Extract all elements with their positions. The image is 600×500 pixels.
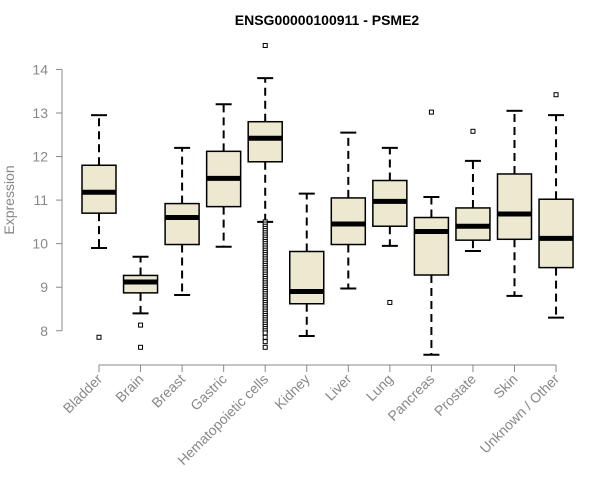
box-group	[413, 109, 450, 356]
x-tick-label: Skin	[490, 371, 521, 402]
box-group	[122, 255, 159, 350]
outlier-point	[138, 344, 144, 350]
box-iqr	[413, 216, 450, 276]
box-iqr	[496, 173, 533, 241]
outlier-point	[96, 334, 102, 340]
box-group	[205, 103, 242, 248]
x-tick-label: Bladder	[60, 371, 106, 417]
box-group	[247, 42, 283, 350]
box-group	[330, 131, 367, 290]
box-group	[496, 109, 533, 297]
box-group	[81, 114, 117, 340]
outlier-point	[262, 42, 268, 48]
outlier-point	[138, 322, 144, 328]
outlier-point	[262, 334, 268, 340]
box-group	[372, 146, 408, 305]
x-tick-label: Prostate	[431, 371, 479, 419]
box-iqr	[164, 202, 200, 246]
box-group	[289, 192, 325, 337]
outlier-point	[262, 330, 268, 336]
box-iqr	[538, 198, 574, 269]
outlier-point	[553, 92, 559, 98]
y-tick-label: 13	[32, 105, 48, 121]
x-tick-label: Lung	[363, 371, 396, 404]
x-tick-label: Breast	[148, 371, 188, 411]
box-group	[164, 146, 200, 297]
x-tick-label: Kidney	[271, 371, 313, 413]
outlier-point	[262, 339, 268, 345]
y-axis-title: Expression	[1, 165, 17, 234]
x-tick-label: Unknown / Other	[477, 371, 563, 457]
outlier-point	[428, 109, 434, 115]
y-tick-label: 11	[33, 192, 48, 208]
box-group	[455, 128, 491, 253]
box-iqr	[247, 120, 283, 163]
x-tick-label: Brain	[112, 371, 146, 405]
y-tick-label: 8	[40, 323, 48, 339]
outlier-point	[262, 344, 268, 350]
box-iqr	[81, 164, 117, 214]
y-tick-label: 9	[40, 279, 48, 295]
y-tick-label: 14	[32, 61, 48, 77]
x-tick-label: Liver	[322, 371, 355, 404]
y-axis: 8 9 10 11 12 13 14	[32, 61, 63, 339]
y-tick-label: 10	[32, 236, 48, 252]
box-iqr	[330, 197, 367, 246]
box-iqr	[289, 250, 325, 305]
plot-area	[81, 42, 574, 356]
outlier-point	[387, 299, 393, 305]
y-tick-label: 12	[32, 149, 48, 165]
outlier-point	[470, 128, 476, 134]
chart-title: ENSG00000100911 - PSME2	[235, 12, 420, 28]
box-group	[538, 92, 574, 319]
